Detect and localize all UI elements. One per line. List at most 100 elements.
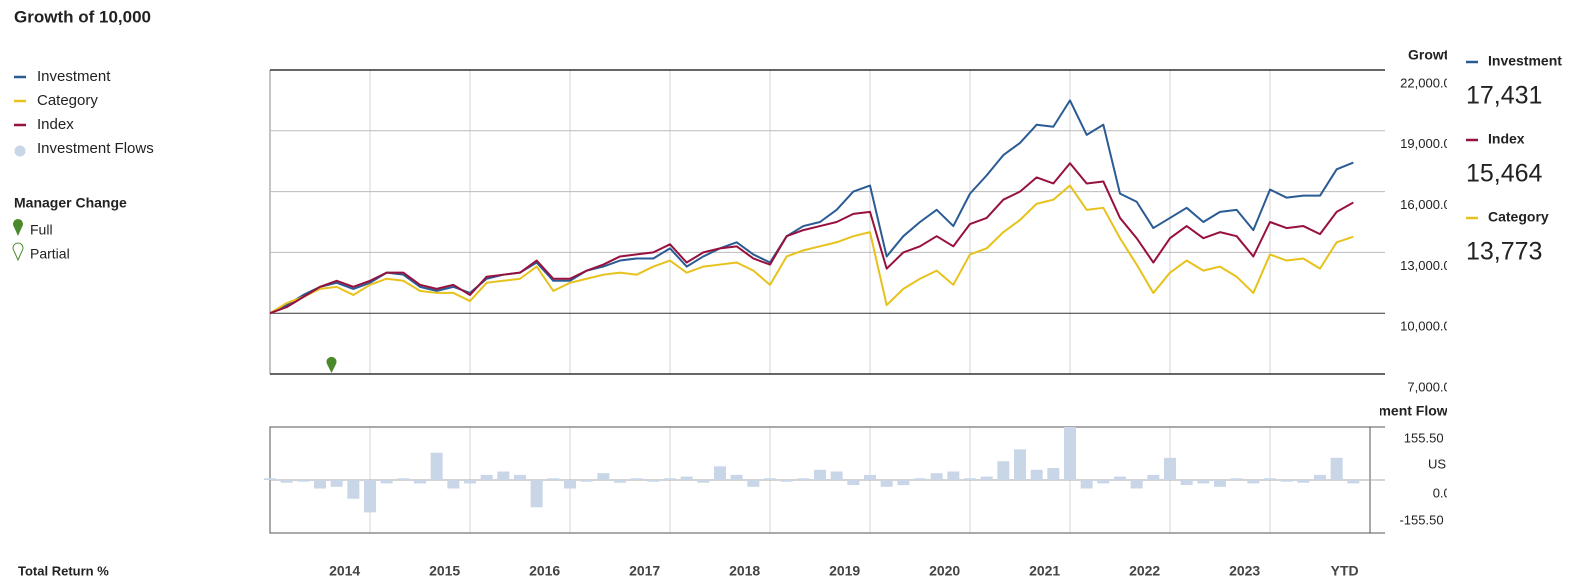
y-tick-label: 22,000.00 [1400,75,1458,90]
flow-bar [1164,457,1176,480]
flow-bar [1097,480,1110,484]
flow-bar [530,480,543,508]
flow-bar [1264,478,1276,480]
flow-bar [964,478,976,480]
y-tick-label: 16,000.00 [1400,197,1458,212]
legend-label: Investment Flows [37,140,154,157]
flow-bar [1064,427,1076,480]
summary-name: Investment [1488,53,1562,69]
x-tick-label: 2021 [1029,563,1060,579]
flow-bar [380,480,393,484]
flow-bar [1347,480,1360,484]
x-tick-label: YTD [1331,563,1359,579]
series-line [269,162,1354,315]
flow-bar [614,480,626,483]
flow-bar [1130,480,1143,489]
flow-bar [1047,468,1060,480]
flow-bar [780,480,793,482]
y-tick-label: 0.00 [1433,485,1458,500]
flow-bar [364,480,376,513]
flow-bar [597,473,610,480]
summary-value: 13,773 [1466,238,1542,266]
flow-bar [864,474,876,480]
full-label: Full [30,222,53,238]
x-tick-label: 2022 [1129,563,1160,579]
flow-bar [1330,457,1343,480]
x-tick-label: 2019 [829,563,860,579]
flow-bar [1147,474,1160,480]
flow-bar [730,474,743,480]
legend-label: Investment [37,68,111,85]
flow-bar [947,471,960,480]
flow-bar [564,480,576,489]
partial-icon [12,242,24,262]
summary-name: Category [1488,209,1549,225]
series-line [269,184,1354,315]
flow-bar [1197,480,1210,484]
flow-bar [830,471,843,480]
series-line [269,99,1354,315]
total-return-label: Total Return % [18,563,109,578]
growth-axis-title: Growth of 10,000 [1408,47,1521,63]
y-tick-label: 19,000.00 [1400,136,1458,151]
x-tick-label: 2020 [929,563,960,579]
flow-bar [297,480,310,482]
summary-name: Index [1488,131,1525,147]
x-tick-label: 2023 [1229,563,1260,579]
flow-bar [514,474,526,480]
flow-bar [1214,480,1226,487]
flow-bar [1114,476,1126,480]
flow-bar [547,478,560,480]
y-tick-label: 7,000.00 [1407,379,1458,394]
flow-bar [1297,480,1310,483]
flow-bar [697,480,710,483]
flow-bar [347,480,360,499]
flow-bar [497,471,510,480]
flow-bar [997,461,1010,480]
legend-label: Index [37,116,74,133]
manager-change-marker [326,356,337,373]
x-tick-label: 2017 [629,563,660,579]
flow-bar [914,478,926,480]
flow-bar [1080,480,1093,489]
flow-bar [880,480,893,487]
x-tick-label: 2016 [529,563,560,579]
x-tick-label: 2014 [329,563,360,579]
flow-bar [680,476,693,480]
manager-change-title: Manager Change [14,195,127,211]
flow-bar [1314,474,1326,480]
summary-value: 15,464 [1466,160,1543,188]
flow-bar [897,480,910,486]
flow-bar [447,480,460,489]
right-axis-labels: 7,000.00 10,000.00 13,000.00 16,000.00 19,00… [1399,75,1458,527]
flow-bar [1247,480,1260,484]
flow-bar [714,466,726,480]
flow-bar [980,476,993,480]
flow-bar [764,478,776,480]
y-tick-label: -155.50 M [1399,512,1458,527]
flow-bar [747,480,760,487]
flow-bar [397,478,410,480]
flow-bar [280,480,293,483]
axis-titles: Growth of 10,000 Investment Flows [1380,47,1521,419]
flow-bar [1280,480,1293,482]
y-tick-label: 10,000.00 [1400,319,1458,334]
flow-bar [930,473,943,480]
flow-bar [1180,480,1193,486]
flow-bar [314,480,326,489]
x-tick-label: 2015 [429,563,460,579]
legend-label: Category [37,92,98,109]
flow-bar [264,478,276,480]
flow-bar [664,478,676,480]
legend-swatch [14,145,26,157]
y-tick-label: 155.50 M [1404,430,1458,445]
flow-bar [330,480,343,487]
summary-value: 17,431 [1466,82,1542,110]
y-tick-label: 13,000.00 [1400,258,1458,273]
page-title: Growth of 10,000 [14,7,151,26]
full-icon [13,219,23,236]
flow-bar [464,480,476,484]
flow-bar [1230,478,1243,480]
x-tick-label: 2018 [729,563,760,579]
